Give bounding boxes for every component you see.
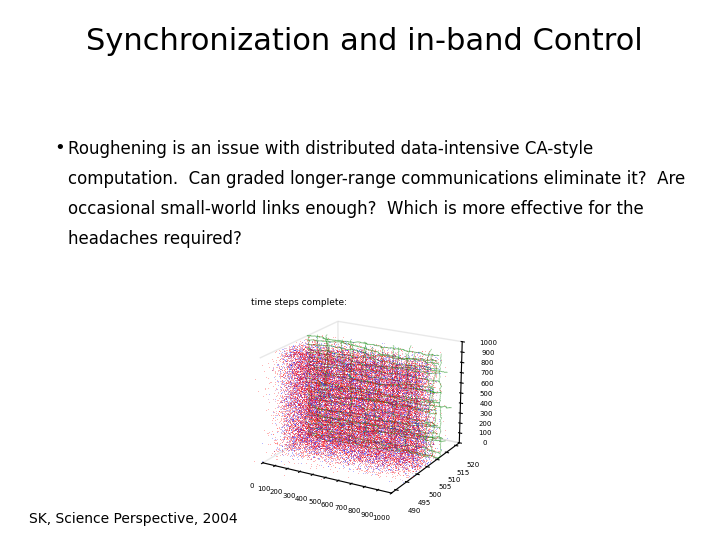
Text: SK, Science Perspective, 2004: SK, Science Perspective, 2004 [29, 512, 238, 526]
Text: headaches required?: headaches required? [68, 230, 242, 247]
Text: occasional small-world links enough?  Which is more effective for the: occasional small-world links enough? Whi… [68, 200, 644, 218]
Text: •: • [54, 139, 65, 157]
Text: Roughening is an issue with distributed data-intensive CA-style: Roughening is an issue with distributed … [68, 140, 594, 158]
Text: computation.  Can graded longer-range communications eliminate it?  Are: computation. Can graded longer-range com… [68, 170, 685, 188]
Text: Synchronization and in-band Control: Synchronization and in-band Control [86, 27, 643, 56]
Text: time steps complete:: time steps complete: [251, 299, 347, 307]
